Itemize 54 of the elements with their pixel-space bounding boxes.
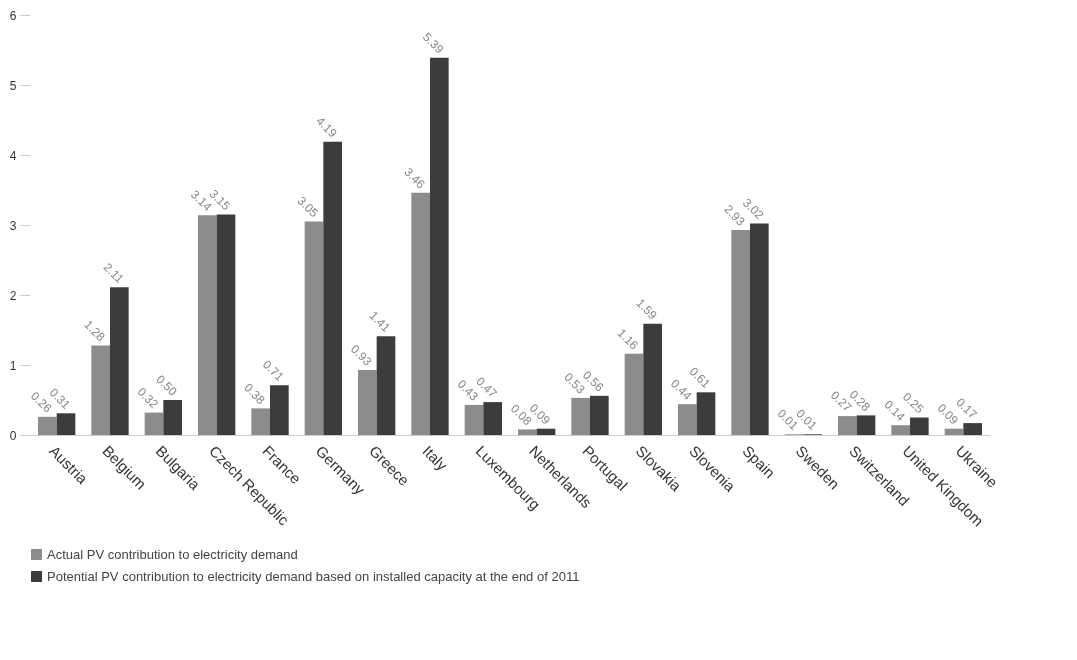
data-label: 1.41 [366,308,394,336]
bar [731,229,750,435]
bar [590,395,609,435]
bar [643,323,662,435]
bar [963,423,982,435]
bar [464,404,484,435]
bar [198,215,217,435]
bar [163,400,182,435]
bar [430,57,449,435]
legend-label: Actual PV contribution to electricity demand [47,546,298,562]
y-tick-label: 1 [9,358,17,373]
bar [750,223,769,435]
data-label: 3.05 [294,193,322,221]
y-tick-label: 4 [9,148,17,163]
bar [624,353,644,435]
bar [323,141,342,435]
bar [696,392,716,435]
bar [304,221,324,435]
y-tick-label: 2 [9,288,17,303]
bar [838,416,857,435]
data-label: 0.50 [153,372,180,399]
data-label: 4.19 [313,113,340,141]
data-label: 0.38 [241,380,268,408]
y-tick-label: 5 [9,78,17,93]
bar [144,412,164,435]
data-label: 1.16 [614,325,642,353]
bar [536,428,556,435]
y-tick-label: 0 [9,428,17,443]
y-tick-label: 3 [9,218,17,233]
bar [38,416,57,435]
bar [411,192,430,435]
bar [110,287,129,435]
bar [56,413,76,435]
bar [216,214,236,435]
bar [358,369,377,435]
data-label: 1.59 [633,295,660,323]
bar [910,417,929,435]
bar [678,404,697,435]
data-label: 1.28 [81,317,108,345]
bar [944,428,964,435]
bar [856,415,876,435]
bar [891,425,910,435]
data-label: 3.46 [401,164,428,192]
bar [251,408,270,435]
legend-label: Potential PV contribution to electricity demand based on installed capacity at the end of 2011 [47,568,580,584]
bar [518,429,537,435]
y-tick-label: 6 [9,8,17,23]
bar [270,385,289,435]
x-tick-label: Italy [419,442,452,474]
bar [376,336,396,435]
bar [571,397,590,435]
bar [483,402,502,435]
data-label: 2.11 [100,260,127,287]
bar [91,345,110,435]
